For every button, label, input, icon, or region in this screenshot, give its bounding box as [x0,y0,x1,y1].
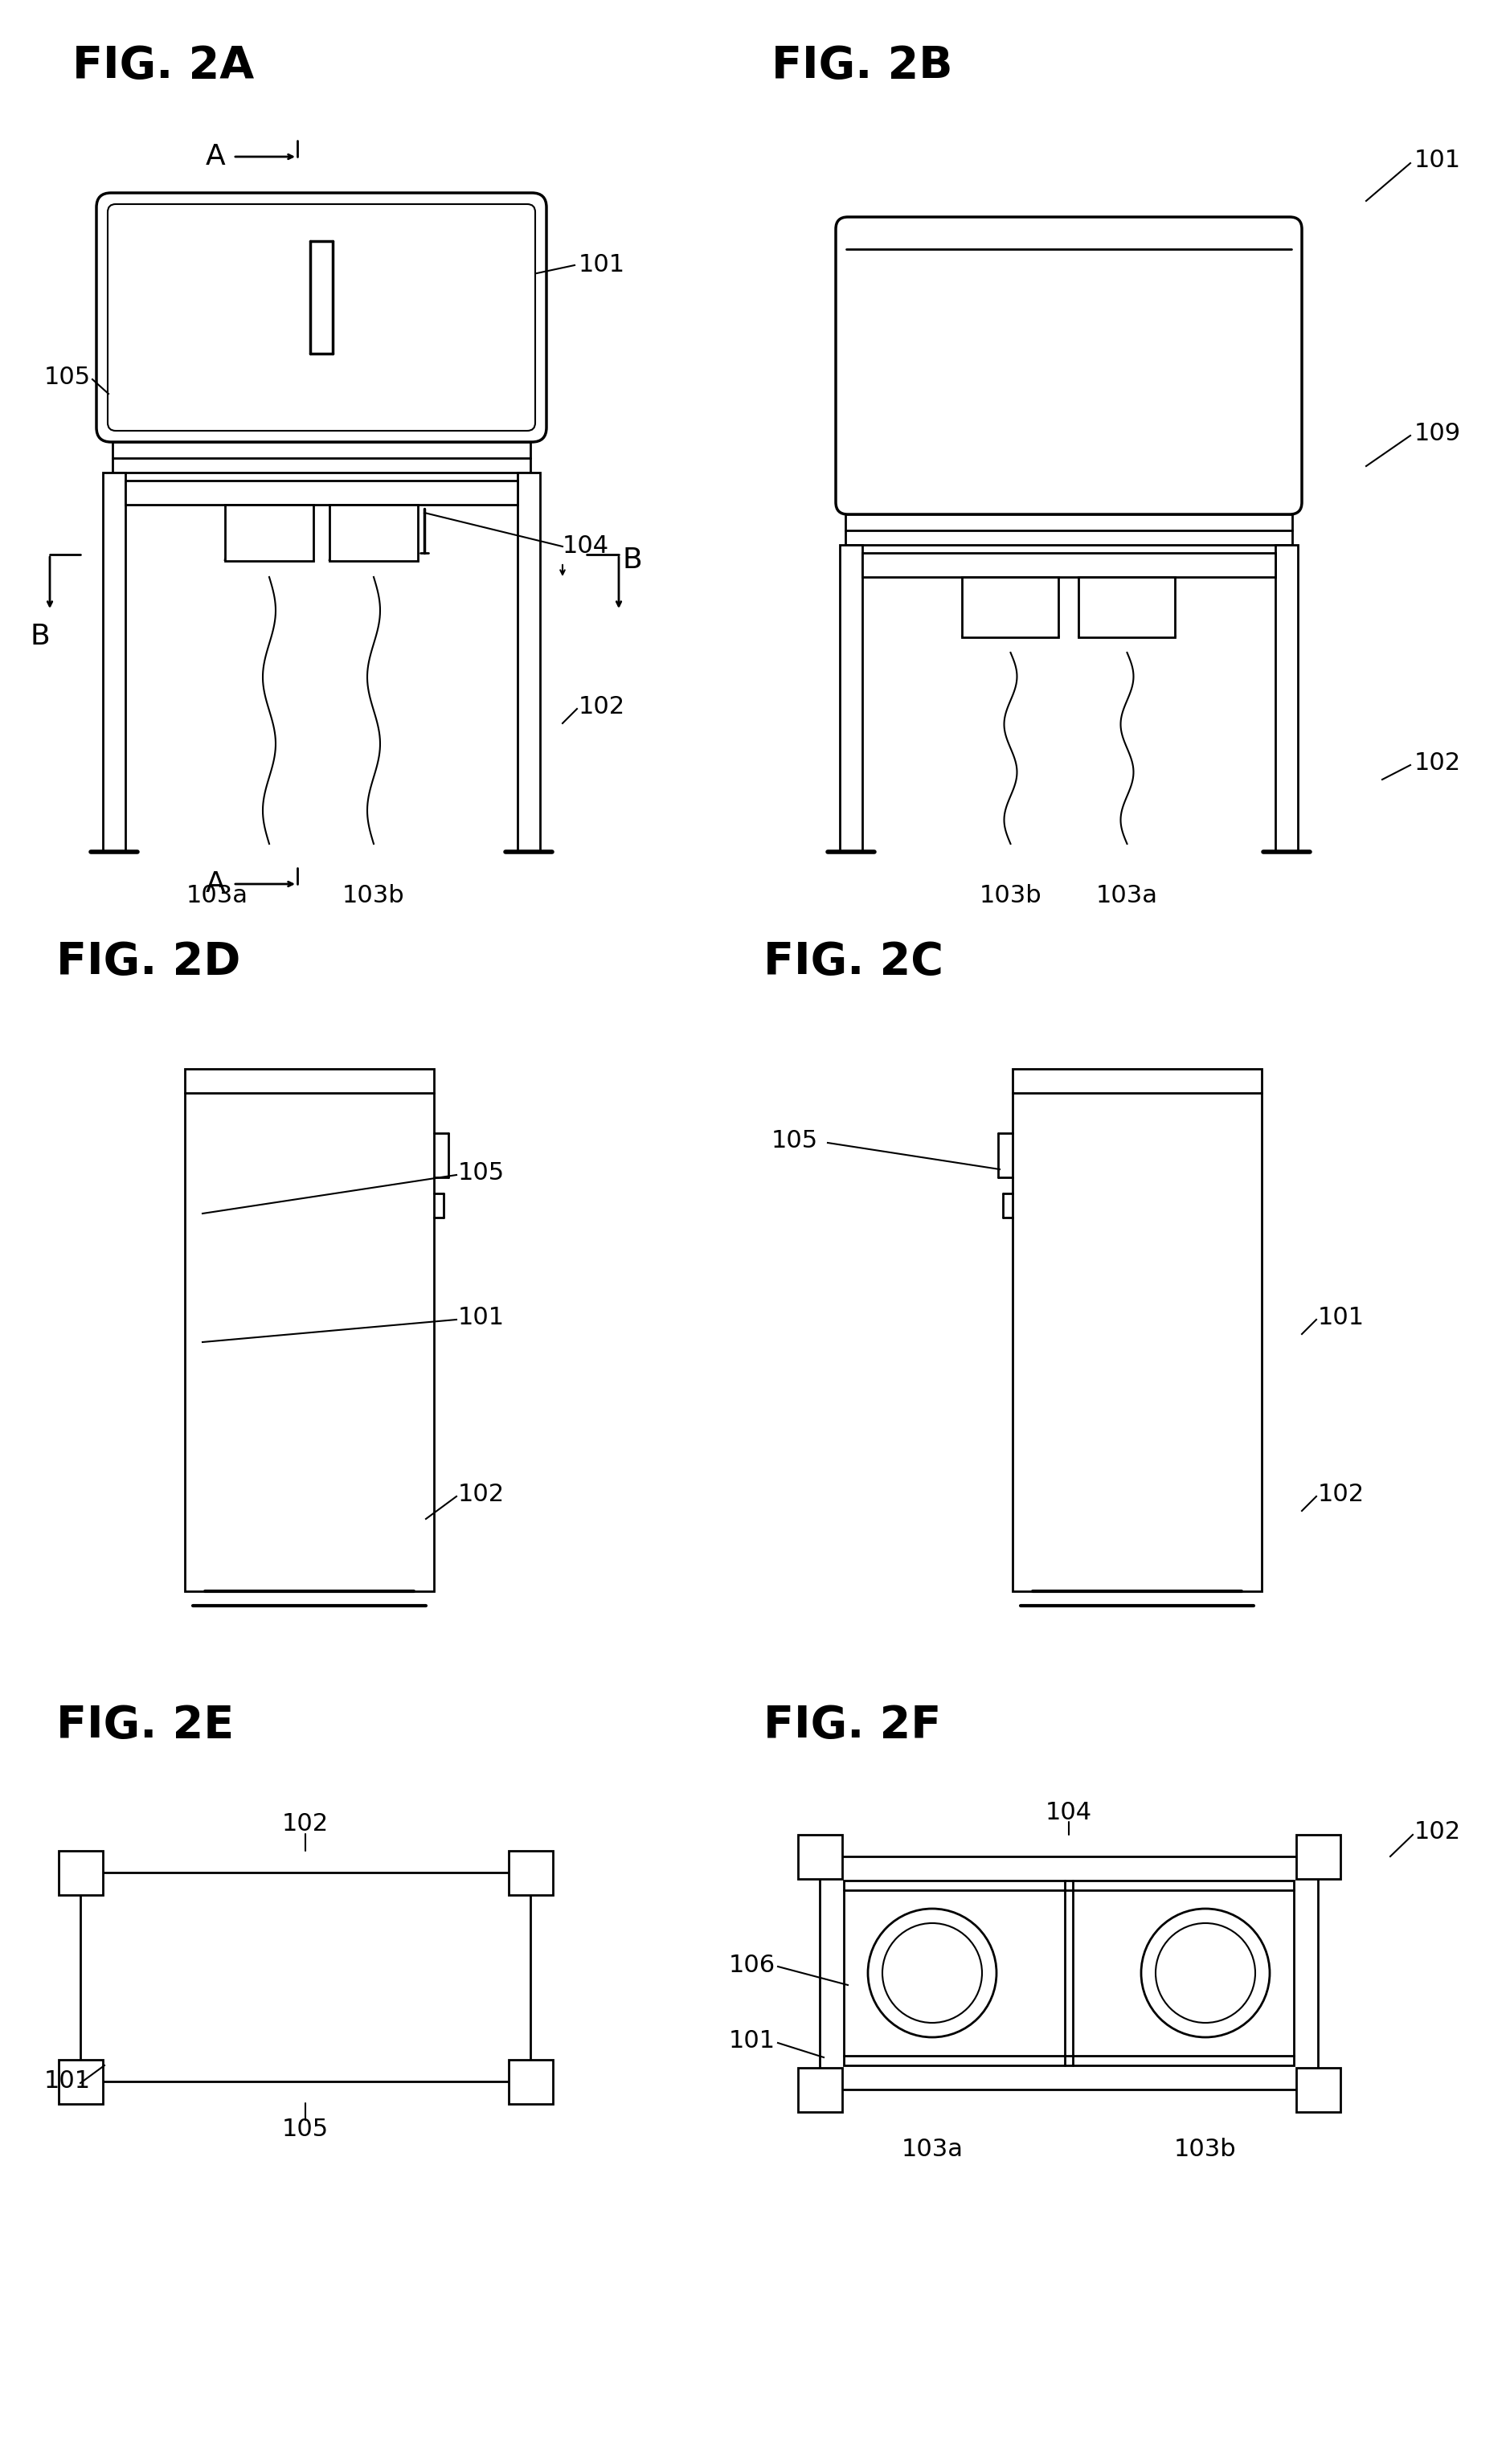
Text: 101: 101 [44,2070,91,2092]
Text: 105: 105 [282,2119,329,2141]
Bar [797,2067,843,2112]
Bar [862,552,1276,577]
Bar [1276,545,1297,853]
Text: 103a: 103a [186,885,248,907]
FancyBboxPatch shape [835,217,1302,515]
Bar [840,545,862,853]
Bar [797,1836,843,1880]
Text: 102: 102 [282,1814,329,1836]
Bar [329,505,418,562]
Text: 105: 105 [772,1129,818,1153]
Text: 101: 101 [729,2030,776,2053]
Text: 101: 101 [458,1306,504,1331]
Text: 101: 101 [578,254,625,276]
Bar [509,2060,553,2104]
Bar [184,1069,433,1592]
Text: FIG. 2A: FIG. 2A [72,44,254,89]
Text: 102: 102 [1415,752,1462,776]
Text: A: A [205,870,225,897]
Text: 101: 101 [1415,150,1462,172]
Bar [113,441,530,473]
Text: 105: 105 [458,1161,504,1185]
Bar [1013,1069,1262,1592]
Bar [59,2060,103,2104]
Text: 103b: 103b [980,885,1042,907]
Bar [509,1850,553,1895]
Bar [518,473,541,853]
Bar [846,515,1293,545]
Text: FIG. 2C: FIG. 2C [764,941,944,983]
Text: 104: 104 [563,535,609,559]
Text: 102: 102 [578,695,625,719]
Bar [1078,577,1175,638]
Text: 101: 101 [1318,1306,1365,1331]
Text: A: A [205,143,225,170]
Text: FIG. 2D: FIG. 2D [56,941,240,983]
Bar [80,1873,530,2082]
Text: 109: 109 [1415,421,1462,446]
Text: B: B [30,623,50,650]
Text: 102: 102 [458,1483,504,1506]
Text: 102: 102 [1415,1821,1462,1843]
Bar [1296,2067,1341,2112]
Bar [103,473,125,853]
Text: 103a: 103a [1096,885,1158,907]
Text: 103b: 103b [343,885,405,907]
Bar [962,577,1059,638]
FancyBboxPatch shape [97,192,547,441]
Bar [820,1855,1318,2089]
Bar [59,1850,103,1895]
Text: 105: 105 [44,367,91,389]
Text: B: B [622,547,643,574]
Text: FIG. 2E: FIG. 2E [56,1703,234,1747]
Text: 102: 102 [1318,1483,1365,1506]
Bar [1296,1836,1341,1880]
Bar [225,505,314,562]
Bar [844,1880,1294,2065]
Text: 103a: 103a [901,2139,963,2161]
FancyBboxPatch shape [107,205,535,431]
Text: 104: 104 [1045,1801,1092,1823]
Text: 103b: 103b [1175,2139,1237,2161]
Text: FIG. 2B: FIG. 2B [772,44,953,89]
Bar [125,480,518,505]
Text: 106: 106 [729,1954,776,1976]
Text: FIG. 2F: FIG. 2F [764,1703,941,1747]
